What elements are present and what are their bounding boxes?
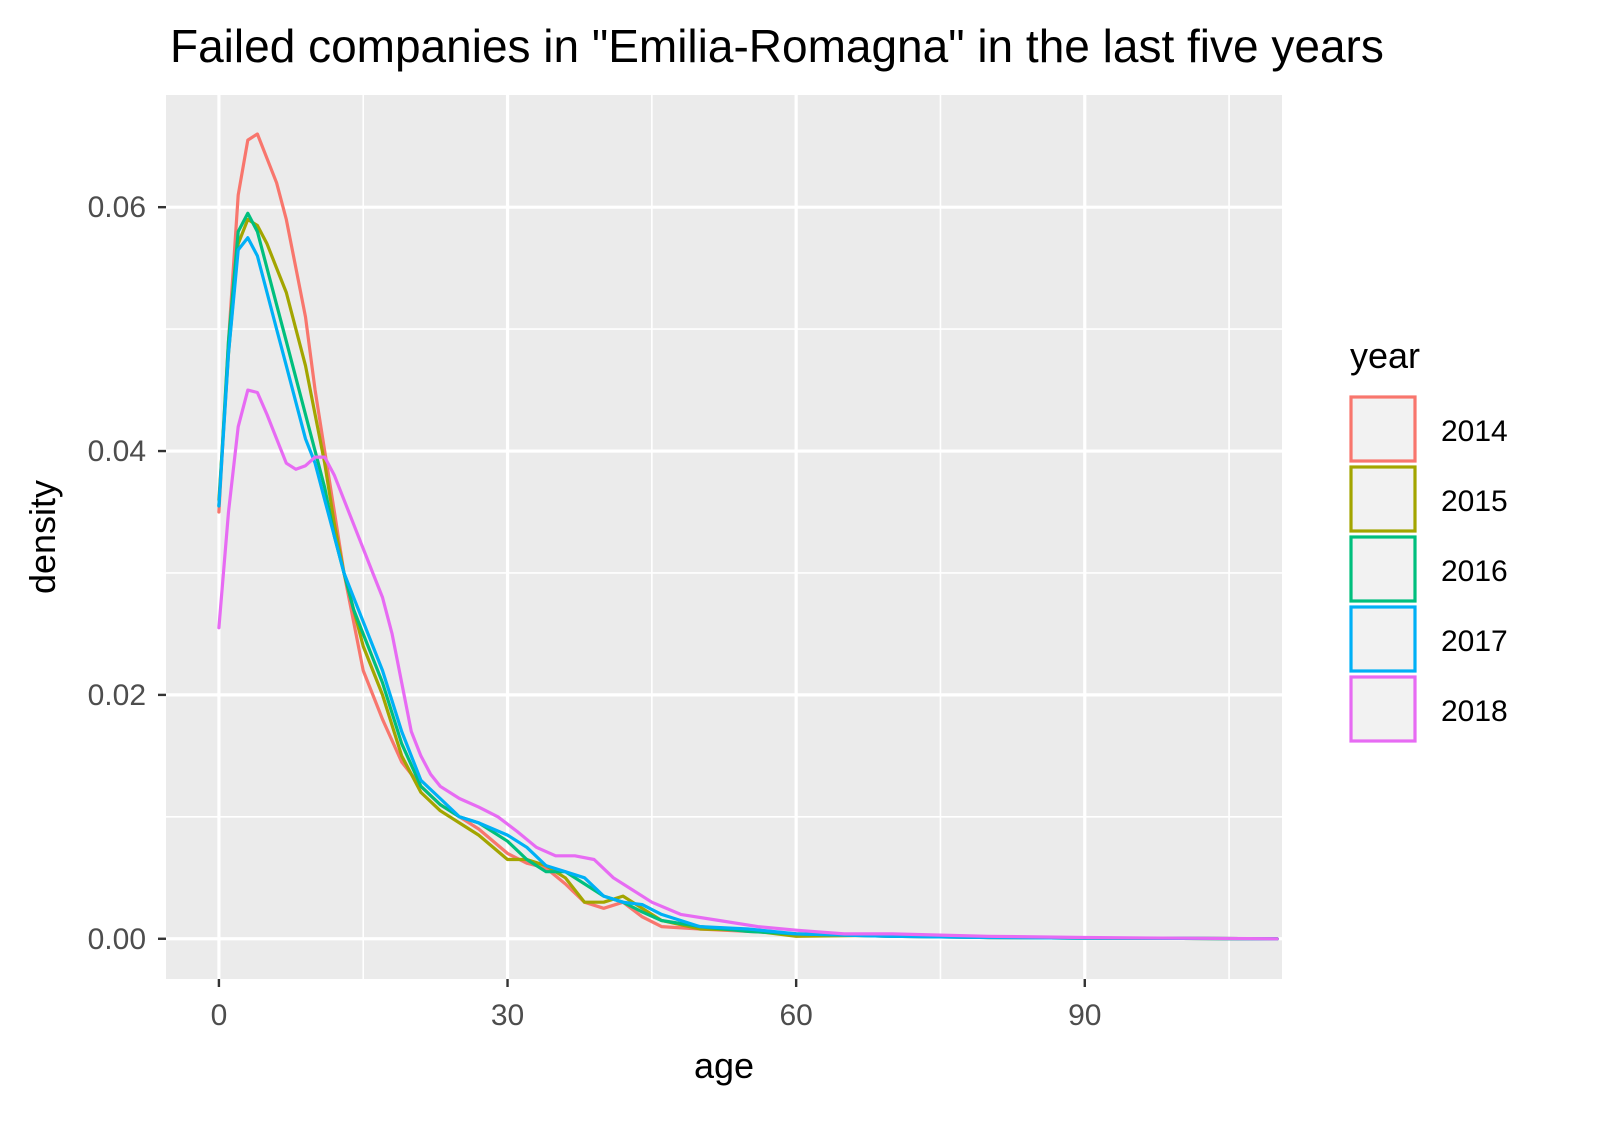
plot-panel	[166, 95, 1282, 979]
x-tick-label: 30	[491, 999, 524, 1032]
legend-key	[1349, 535, 1417, 603]
legend-title: year	[1350, 335, 1420, 376]
legend-label: 2016	[1441, 555, 1508, 588]
chart-title: Failed companies in "Emilia-Romagna" in …	[170, 20, 1384, 72]
legend-item-2015: 2015	[1349, 465, 1508, 533]
x-tick-label: 90	[1068, 999, 1101, 1032]
legend-label: 2017	[1441, 625, 1508, 658]
y-axis-title: density	[22, 480, 63, 594]
x-axis-title: age	[694, 1045, 754, 1086]
x-tick-label: 0	[211, 999, 228, 1032]
y-tick-label: 0.06	[88, 191, 146, 224]
legend-key	[1349, 395, 1417, 463]
legend-item-2016: 2016	[1349, 535, 1508, 603]
density-line-2017	[217, 236, 1279, 941]
legend-key	[1349, 465, 1417, 533]
y-tick-label: 0.00	[88, 923, 146, 956]
legend-item-2018: 2018	[1349, 675, 1508, 743]
legend: year 2014 2015 2016 2017 2018	[1349, 335, 1508, 743]
legend-label: 2014	[1441, 415, 1508, 448]
minor-gridlines	[166, 95, 1282, 979]
legend-key	[1349, 675, 1417, 743]
legend-item-2014: 2014	[1349, 395, 1508, 463]
x-tick-label: 60	[779, 999, 812, 1032]
y-axis: 0.00 0.02 0.04 0.06	[88, 191, 166, 956]
legend-item-2017: 2017	[1349, 605, 1508, 673]
legend-label: 2018	[1441, 695, 1508, 728]
y-tick-label: 0.04	[88, 435, 146, 468]
density-lines	[217, 132, 1279, 941]
legend-label: 2015	[1441, 485, 1508, 518]
density-line-2018	[217, 388, 1279, 941]
y-tick-label: 0.02	[88, 679, 146, 712]
x-axis: 0 30 60 90	[211, 979, 1101, 1032]
legend-key	[1349, 605, 1417, 673]
